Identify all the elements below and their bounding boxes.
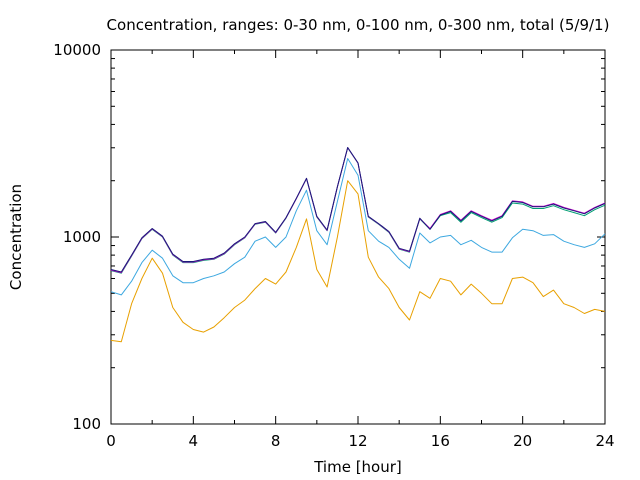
series-line-1 [110, 180, 606, 343]
y-tick-label: 1000 [63, 228, 101, 246]
x-axis-label: Time [hour] [313, 458, 402, 476]
x-tick-label: 24 [595, 432, 614, 450]
x-tick-label: 12 [348, 432, 367, 450]
series-line-2 [110, 158, 606, 296]
plot-frame [110, 49, 606, 425]
series-line-3 [110, 147, 606, 274]
series-line-5 [110, 147, 606, 273]
x-tick-label: 4 [189, 432, 199, 450]
x-tick-label: 8 [271, 432, 281, 450]
y-tick-label: 10000 [53, 41, 101, 59]
y-axis-label: Concentration [7, 184, 25, 290]
x-tick-label: 16 [431, 432, 450, 450]
series-layer [110, 147, 606, 343]
series-line-4 [110, 147, 606, 274]
chart-title: Concentration, ranges: 0-30 nm, 0-100 nm… [107, 16, 610, 34]
x-tick-label: 20 [513, 432, 532, 450]
x-tick-label: 0 [106, 432, 116, 450]
axis-ticks: 0 4 8 12 16 20 24 100 1000 10000 [53, 41, 614, 450]
y-tick-label: 100 [72, 415, 101, 433]
